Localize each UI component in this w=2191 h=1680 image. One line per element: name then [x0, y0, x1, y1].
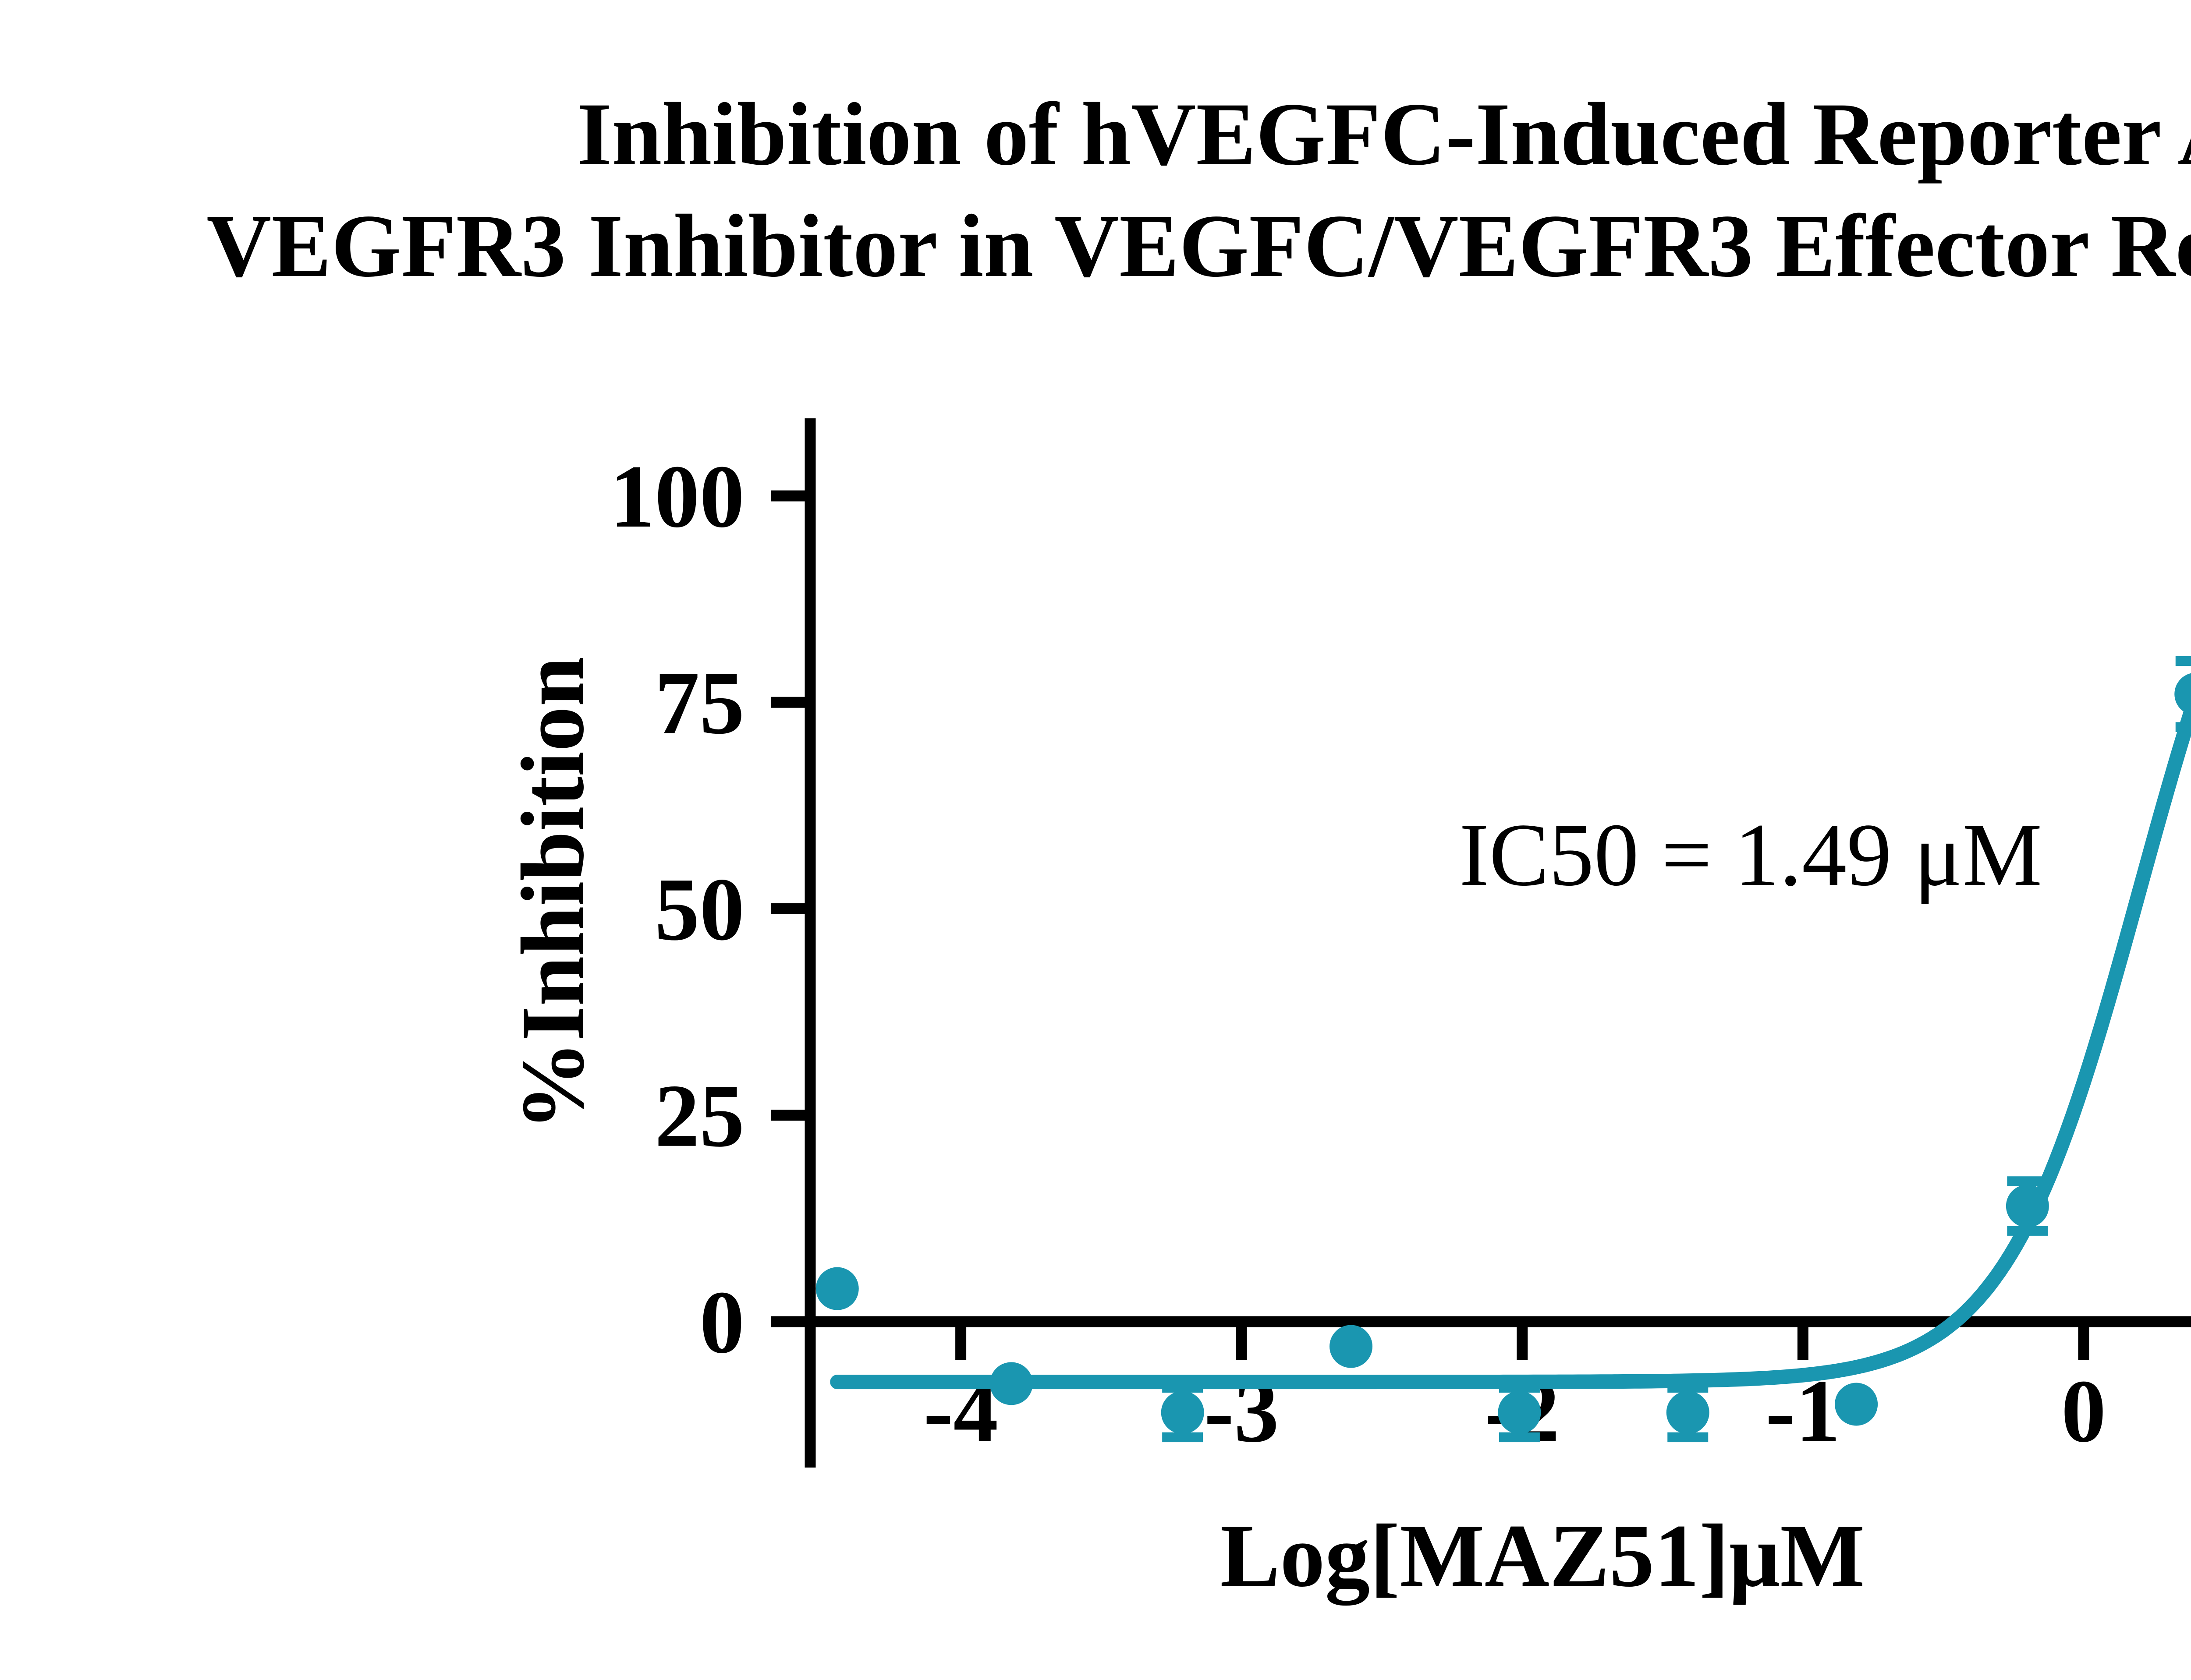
x-axis-label: Log[MAZ51]μM — [1220, 1505, 1865, 1606]
data-point — [1329, 1325, 1373, 1368]
fit-curve — [830, 688, 2191, 1390]
chart-title-line1: Inhibition of hVEGFC-Induced Reporter Ac… — [577, 83, 2191, 184]
data-point — [1498, 1391, 1541, 1434]
chart-title: Inhibition of hVEGFC-Induced Reporter Ac… — [0, 79, 2191, 302]
data-point — [1666, 1391, 1709, 1434]
y-tick-label: 25 — [655, 1066, 745, 1166]
data-point — [989, 1362, 1033, 1405]
y-tick-label: 100 — [610, 447, 745, 546]
y-tick-label: 0 — [700, 1273, 745, 1372]
y-tick-label: 50 — [655, 860, 745, 959]
data-point — [2006, 1185, 2049, 1228]
data-point — [2174, 673, 2191, 715]
data-point — [1835, 1383, 1878, 1426]
chart-title-line2: VEGFR3 Inhibitor in VEGFC/VEGFR3 Effecto… — [206, 195, 2191, 296]
y-tick-label: 75 — [655, 653, 745, 753]
ic50-annotation: IC50 = 1.49 μM — [1459, 804, 2042, 905]
x-tick-label: 0 — [2061, 1362, 2106, 1461]
data-point — [815, 1267, 859, 1310]
data-point — [1161, 1391, 1204, 1434]
